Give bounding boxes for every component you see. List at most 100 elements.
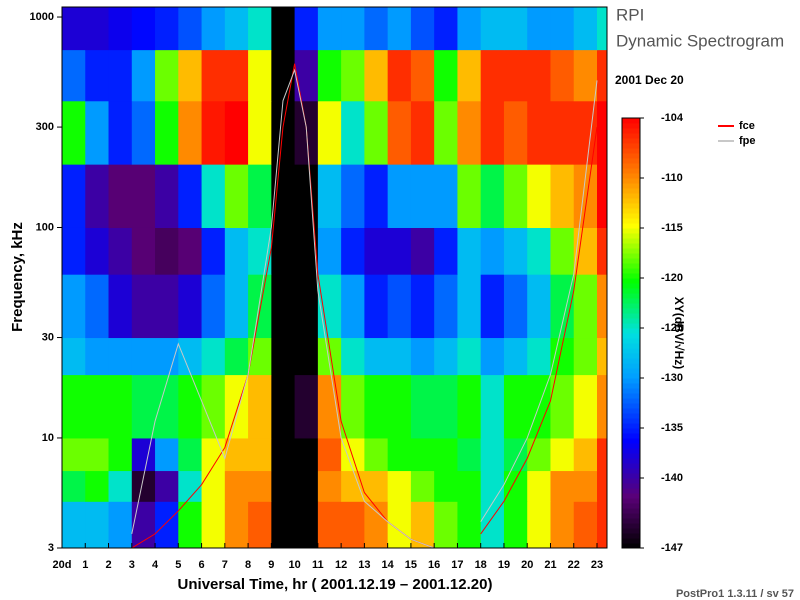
spectrogram-cell	[248, 501, 272, 548]
colorbar-tick-label: -130	[661, 372, 683, 384]
colorbar-tick-label: -104	[661, 112, 684, 124]
colorbar-tick-label: -120	[661, 272, 683, 284]
x-tick-label: 22	[568, 559, 580, 571]
spectrogram-cell	[434, 100, 458, 165]
spectrogram-cell	[364, 227, 389, 275]
spectrogram-cell	[317, 7, 342, 51]
colorbar-band	[622, 418, 640, 424]
spectrogram-cell	[131, 227, 156, 275]
spectrogram-cell	[271, 501, 296, 548]
spectrogram-cell	[155, 437, 179, 472]
spectrogram-cell	[178, 49, 203, 102]
spectrogram-cell	[596, 100, 607, 165]
spectrogram-cell	[434, 337, 458, 376]
spectrogram-cell	[527, 337, 551, 376]
spectrogram-cell	[108, 501, 133, 548]
spectrogram-cell	[364, 470, 389, 502]
y-tick-label: 3	[48, 542, 54, 554]
spectrogram-cell	[573, 470, 598, 502]
spectrogram-cell	[85, 501, 110, 548]
colorbar-band	[622, 218, 640, 224]
spectrogram-cell	[85, 374, 110, 439]
colorbar-band	[622, 338, 640, 344]
spectrogram-cell	[410, 337, 435, 376]
spectrogram-cell	[85, 7, 110, 51]
colorbar-band	[622, 473, 640, 479]
spectrogram-cell	[224, 470, 249, 502]
colorbar-band	[622, 238, 640, 244]
colorbar-band	[622, 173, 640, 179]
colorbar-band	[622, 363, 640, 369]
colorbar-band	[622, 538, 640, 544]
colorbar-tick-label: -147	[661, 542, 683, 554]
plot-frame	[61, 6, 608, 549]
colorbar-band	[622, 498, 640, 504]
colorbar-band	[622, 148, 640, 154]
spectrogram-cell	[573, 7, 598, 51]
spectrogram-cell	[224, 501, 249, 548]
colorbar-band	[622, 123, 640, 129]
x-tick-label: 6	[199, 559, 205, 571]
spectrogram-cell	[550, 164, 575, 228]
spectrogram-cell	[62, 49, 86, 102]
spectrogram-cell	[527, 437, 551, 472]
colorbar-band	[622, 438, 640, 444]
spectrogram-cell	[341, 7, 365, 51]
spectrogram-cell	[317, 164, 342, 228]
spectrogram-cell	[457, 164, 482, 228]
spectrogram-cell	[457, 274, 482, 339]
y-tick-label: 10	[42, 432, 54, 444]
spectrogram-cell	[387, 227, 412, 275]
spectrogram-cell	[294, 470, 319, 502]
spectrogram-cell	[155, 7, 179, 51]
x-tick-label: 15	[405, 559, 417, 571]
spectrogram-cell	[387, 337, 412, 376]
spectrogram-cell	[131, 49, 156, 102]
spectrogram-cell	[155, 374, 179, 439]
x-tick-label: 23	[591, 559, 603, 571]
x-tick-label: 3	[129, 559, 135, 571]
colorbar-band	[622, 253, 640, 259]
spectrogram-cell	[271, 374, 296, 439]
spectrogram-cell	[155, 164, 179, 228]
spectrogram-cell	[317, 49, 342, 102]
spectrogram-cell	[317, 100, 342, 165]
spectrogram-cell	[503, 100, 528, 165]
colorbar-tick-label: -135	[661, 422, 683, 434]
spectrogram-cell	[201, 227, 226, 275]
spectrogram-cell	[155, 227, 179, 275]
spectrogram-cell	[108, 100, 133, 165]
spectrogram-cell	[201, 470, 226, 502]
spectrogram-cell	[85, 49, 110, 102]
spectrogram-cell	[457, 437, 482, 472]
date-label: 2001 Dec 20	[615, 73, 684, 87]
spectrogram-cell	[596, 470, 607, 502]
spectrogram-cell	[457, 501, 482, 548]
spectrogram-cell	[341, 100, 365, 165]
spectrogram-cell	[62, 437, 86, 472]
colorbar-band	[622, 328, 640, 334]
spectrogram-cell	[503, 49, 528, 102]
colorbar-band	[622, 518, 640, 524]
x-tick-label: 4	[152, 559, 159, 571]
chart-subtitle: Dynamic Spectrogram	[616, 31, 784, 50]
line-fce	[480, 127, 598, 535]
colorbar-band	[622, 378, 640, 384]
spectrogram-cell	[480, 274, 505, 339]
spectrogram-cell	[294, 274, 319, 339]
spectrogram-cell	[131, 374, 156, 439]
spectrogram-cell	[573, 164, 598, 228]
spectrogram-cell	[573, 374, 598, 439]
spectrogram-cell	[573, 274, 598, 339]
y-tick-label: 100	[36, 221, 54, 233]
spectrogram-cell	[596, 374, 607, 439]
spectrogram-cell	[271, 7, 296, 51]
x-tick-label: 16	[428, 559, 440, 571]
spectrogram-cell	[317, 274, 342, 339]
spectrogram-cell	[271, 100, 296, 165]
colorbar-band	[622, 348, 640, 354]
spectrogram-cell	[596, 274, 607, 339]
colorbar-band	[622, 323, 640, 329]
spectrogram-cell	[155, 49, 179, 102]
